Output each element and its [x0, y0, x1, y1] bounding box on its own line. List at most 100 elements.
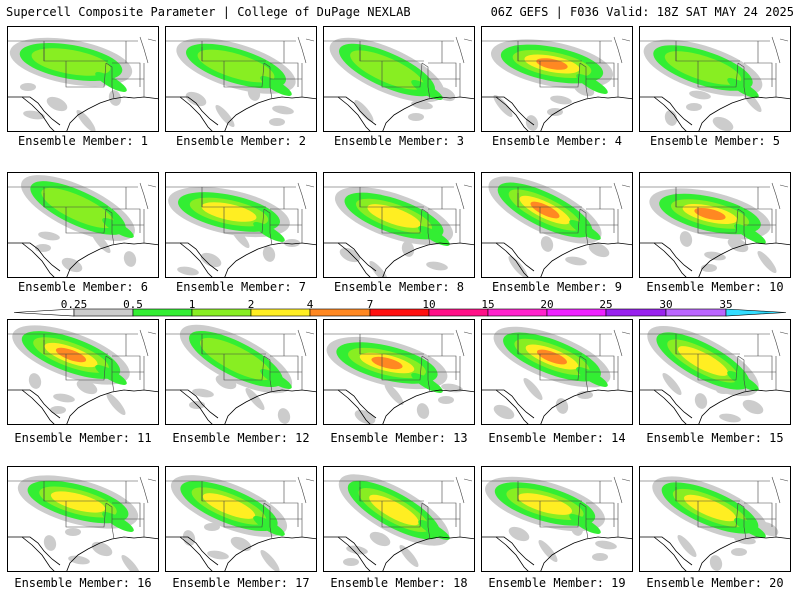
low-scp-area: [53, 393, 75, 403]
state-boundary: [263, 502, 271, 527]
low-scp-area: [346, 545, 368, 555]
scp-field-map: [640, 476, 790, 571]
colorbar-tick-label: 15: [481, 298, 495, 311]
international-border: [496, 536, 535, 566]
low-scp-area: [719, 413, 741, 423]
state-boundary: [771, 329, 781, 357]
state-boundary: [421, 208, 429, 233]
coastline: [482, 242, 632, 277]
low-scp-area: [204, 523, 220, 531]
coastline: [482, 536, 632, 571]
state-boundary: [297, 36, 307, 64]
low-scp-area: [694, 393, 708, 409]
low-scp-area: [65, 528, 81, 536]
colorbar-tick-label: 4: [306, 298, 314, 311]
colorbar-tick-label: 20: [540, 298, 554, 311]
chart-title: Supercell Composite Parameter | College …: [6, 5, 411, 19]
low-scp-area: [679, 231, 693, 247]
scp-field-map: [482, 476, 632, 571]
low-scp-area: [43, 535, 57, 551]
coastline: [8, 96, 158, 131]
international-border: [338, 389, 377, 419]
international-border: [22, 536, 61, 566]
international-border: [22, 389, 61, 419]
state-boundary: [381, 354, 423, 381]
low-scp-area: [35, 244, 51, 252]
scp-field-map: [8, 175, 158, 277]
colorbar-tick-label: 25: [599, 298, 613, 311]
ensemble-member-caption: Ensemble Member: 19: [488, 576, 626, 590]
scp-secondary-area: [260, 369, 292, 389]
colorbar-segment: [250, 308, 311, 317]
ensemble-member-map: [7, 26, 159, 132]
scp-field-map: [640, 326, 790, 424]
state-boundary: [539, 501, 581, 528]
low-scp-area: [508, 526, 530, 542]
scp-secondary-area: [727, 78, 759, 98]
colorbar-tick-label: 30: [659, 298, 673, 311]
state-boundary: [381, 61, 423, 88]
low-scp-area: [121, 554, 141, 571]
state-boundary: [737, 355, 745, 380]
state-boundary: [771, 36, 781, 64]
state-boundary: [613, 36, 623, 64]
state-boundary: [223, 501, 265, 528]
ensemble-member-caption: Ensemble Member: 10: [646, 280, 784, 294]
low-scp-area: [192, 388, 214, 398]
scp-secondary-area: [102, 218, 134, 238]
state-boundary: [621, 478, 631, 482]
state-boundary: [65, 61, 107, 88]
international-border: [180, 242, 219, 272]
scp-secondary-area: [734, 224, 766, 244]
state-boundary: [621, 331, 631, 335]
low-scp-area: [262, 246, 276, 262]
coastline: [166, 536, 316, 571]
state-boundary: [111, 526, 115, 540]
coastline: [166, 96, 316, 131]
coastline: [324, 389, 474, 424]
ensemble-member-caption: Ensemble Member: 12: [172, 431, 310, 445]
state-boundary: [166, 480, 296, 501]
international-border: [654, 96, 693, 126]
international-border: [496, 242, 535, 272]
low-scp-area: [284, 239, 300, 247]
low-scp-area: [61, 257, 83, 273]
ensemble-member-map: [7, 466, 159, 572]
ensemble-member-map: [639, 172, 791, 278]
low-scp-area: [106, 392, 126, 416]
low-scp-area: [592, 553, 608, 561]
state-boundary: [482, 480, 612, 501]
scp-secondary-area: [95, 72, 127, 92]
state-boundary: [585, 526, 589, 540]
scp-field-map: [8, 475, 158, 571]
ensemble-member-caption: Ensemble Member: 3: [333, 134, 465, 148]
ensemble-member-caption: Ensemble Member: 6: [17, 280, 149, 294]
colorbar-graphic: [13, 308, 787, 317]
coastline: [324, 242, 474, 277]
low-scp-area: [200, 252, 222, 268]
low-scp-area: [731, 548, 747, 556]
ensemble-member-map: [165, 319, 317, 425]
colorbar-tick-label: 1: [188, 298, 196, 311]
scp-contour-level-3: [199, 337, 273, 381]
colorbar-segment: [191, 308, 252, 317]
low-scp-area: [401, 241, 415, 257]
colorbar-tick-label: 10: [422, 298, 436, 311]
state-boundary: [263, 355, 271, 380]
scp-field-map: [482, 326, 632, 424]
state-boundary: [463, 478, 473, 482]
ensemble-member-map: [323, 172, 475, 278]
state-boundary: [539, 207, 581, 234]
state-boundary: [324, 333, 454, 354]
scp-contour-level-4: [369, 494, 419, 526]
low-scp-area: [46, 96, 68, 112]
coastline: [324, 96, 474, 131]
low-scp-area: [742, 399, 764, 415]
ensemble-member-map: [481, 319, 633, 425]
scp-field-map: [8, 325, 158, 424]
low-scp-area: [416, 403, 430, 419]
state-boundary: [324, 40, 454, 61]
scp-secondary-area: [253, 516, 285, 536]
ensemble-member-caption: Ensemble Member: 16: [14, 576, 152, 590]
coastline: [8, 536, 158, 571]
